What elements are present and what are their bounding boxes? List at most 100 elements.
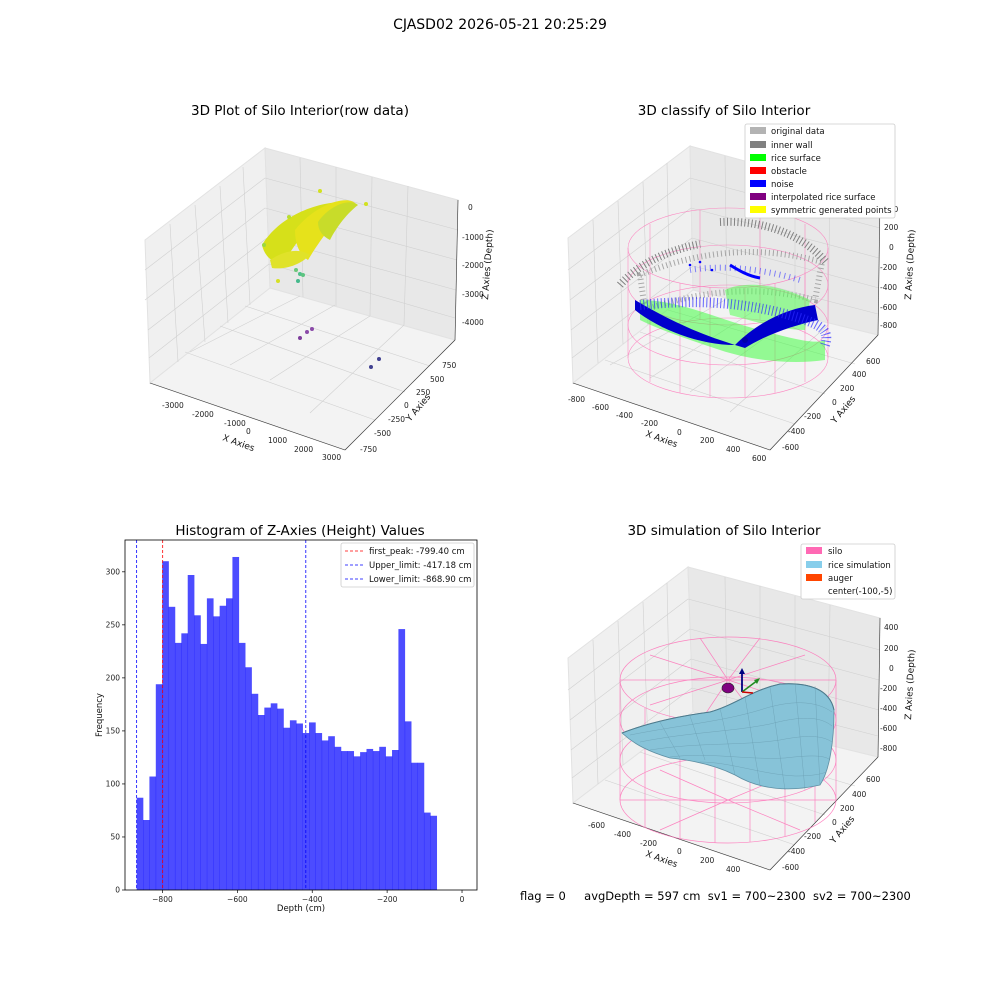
- legend-label: obstacle: [771, 167, 807, 177]
- histogram-ytick-label: 300: [106, 567, 121, 576]
- legend-entry-lower-limit: Lower_limit: -868.90 cm: [345, 575, 471, 585]
- classify-ztick: -800: [880, 321, 897, 330]
- raw-ytick: 500: [430, 375, 445, 384]
- legend-swatch: [750, 193, 766, 200]
- histogram-bar: [347, 751, 355, 890]
- classify-ztick: -200: [880, 263, 897, 272]
- legend-label: inner wall: [771, 141, 812, 151]
- histogram-bar: [353, 756, 361, 890]
- simulation-xtick: 400: [726, 865, 741, 874]
- legend-entry-noise: noise: [750, 180, 794, 190]
- histogram-bar: [404, 721, 412, 890]
- sv2-text: sv2 = 700~2300: [812, 889, 911, 903]
- classify-ytick-labels: -600 -400 -200 0 200 400 600: [782, 357, 881, 452]
- histogram-xlabel: Depth (cm): [277, 904, 325, 914]
- histogram-bar: [181, 633, 189, 890]
- classify-ztick: 0: [889, 243, 894, 252]
- histogram-bar: [289, 720, 297, 890]
- classify-ztick-labels: 400 200 0 -200 -400 -600 -800: [880, 205, 899, 330]
- histogram-yticks: 0 50 100 150 200 250 300: [106, 567, 125, 895]
- histogram-bar: [423, 812, 431, 890]
- histogram-ytick-label: 250: [106, 620, 121, 629]
- simulation-zlabel: Z Axies (Depth): [904, 649, 918, 720]
- raw-xtick: 2000: [294, 445, 313, 454]
- simulation-xtick: -200: [640, 839, 657, 848]
- legend-label: Upper_limit: -417.18 cm: [369, 561, 472, 571]
- simulation-ytick: 200: [840, 804, 855, 813]
- classify-ytick: 600: [866, 357, 881, 366]
- legend-entry-original-data: original data: [750, 127, 825, 137]
- raw-ztick: -3000: [462, 290, 484, 299]
- classify-ytick: 400: [852, 370, 867, 379]
- histogram-ytick-label: 200: [106, 673, 121, 682]
- legend-swatch: [750, 154, 766, 161]
- legend-label: first_peak: -799.40 cm: [369, 547, 465, 557]
- simulation-ytick: -400: [788, 847, 805, 856]
- legend-entry-silo: silo: [806, 547, 842, 557]
- histogram-ytick-label: 100: [106, 779, 121, 788]
- histogram-bar: [257, 715, 265, 890]
- simulation-ztick: -200: [880, 684, 897, 693]
- simulation-legend: silo rice simulation auger center(-100,-…: [800, 543, 896, 600]
- histogram-ytick-label: 150: [106, 726, 121, 735]
- raw-ytick-labels: -750 -500 -250 0 250 500 750: [360, 361, 457, 454]
- classify-xtick: -200: [641, 419, 658, 428]
- histogram-bar: [277, 708, 284, 890]
- legend-entry-obstacle: obstacle: [750, 167, 807, 177]
- arrow-x-icon: [741, 691, 754, 694]
- simulation-ytick-labels: -600 -400 -200 0 200 400 600: [782, 775, 881, 872]
- legend-swatch: [806, 561, 822, 568]
- raw-ztick-labels: 0 -1000 -2000 -3000 -4000: [462, 203, 484, 327]
- histogram-bar: [366, 748, 374, 890]
- legend-label: center(-100,-5): [828, 587, 892, 597]
- histogram-bar: [321, 740, 329, 890]
- histogram-bar: [392, 750, 399, 890]
- simulation-xtick: 0: [677, 847, 682, 856]
- histogram-xtick-label: −400: [302, 895, 323, 904]
- sv1-text: sv1 = 700~2300: [707, 889, 806, 903]
- legend-label: noise: [771, 180, 794, 190]
- simulation-xtick: 200: [700, 856, 715, 865]
- simulation-ztick: 400: [884, 623, 899, 632]
- histogram-bar: [309, 722, 316, 890]
- simulation-ztick: -800: [880, 744, 897, 753]
- classify-ztick: -400: [880, 283, 897, 292]
- legend-swatch: [750, 180, 766, 187]
- simulation-ytick: 0: [832, 818, 837, 827]
- raw-ztick: -1000: [462, 233, 484, 242]
- legend-entry-symmetric: symmetric generated points: [750, 206, 892, 216]
- flag-text: flag = 0: [520, 889, 566, 903]
- legend-entry-interpolated: interpolated rice surface: [750, 193, 876, 203]
- legend-entry-inner-wall: inner wall: [750, 141, 812, 151]
- histogram-axes: −800 −600 −400 −200 0 0 50 100 150 200 250 300: [106, 539, 478, 904]
- legend-label: interpolated rice surface: [771, 193, 876, 203]
- raw-xtick: -1000: [224, 419, 246, 428]
- histogram-bar: [168, 606, 176, 890]
- legend-swatch: [750, 206, 766, 213]
- classify-point-cloud: [616, 217, 832, 362]
- histogram-bar: [334, 746, 342, 890]
- histogram-ytick-label: 0: [115, 886, 120, 895]
- classify-plot-title: 3D classify of Silo Interior: [637, 103, 811, 119]
- simulation-ztick: -600: [880, 724, 897, 733]
- histogram-bar: [417, 762, 425, 890]
- histogram-bar: [372, 751, 380, 890]
- histogram-xtick-label: −600: [227, 895, 248, 904]
- classify-legend: original data inner wall rice surface ob…: [744, 123, 896, 219]
- simulation-ztick: 0: [889, 664, 894, 673]
- histogram-ytick-label: 50: [110, 832, 120, 841]
- classify-ytick: -600: [782, 443, 799, 452]
- histogram-ylabel: Frequency: [95, 693, 105, 737]
- histogram-bar: [194, 615, 201, 890]
- simulation-plot-title: 3D simulation of Silo Interior: [627, 523, 821, 539]
- histogram-bar: [213, 616, 220, 890]
- raw-xtick: 1000: [268, 436, 287, 445]
- histogram-bar: [187, 575, 195, 890]
- raw-xtick-labels: -3000 -2000 -1000 0 1000 2000 3000: [162, 401, 341, 462]
- classify-xtick: -400: [616, 411, 633, 420]
- raw-xtick: -2000: [192, 410, 214, 419]
- raw-ytick: 250: [416, 388, 431, 397]
- legend-label: silo: [828, 547, 842, 557]
- simulation-xtick: -400: [614, 830, 631, 839]
